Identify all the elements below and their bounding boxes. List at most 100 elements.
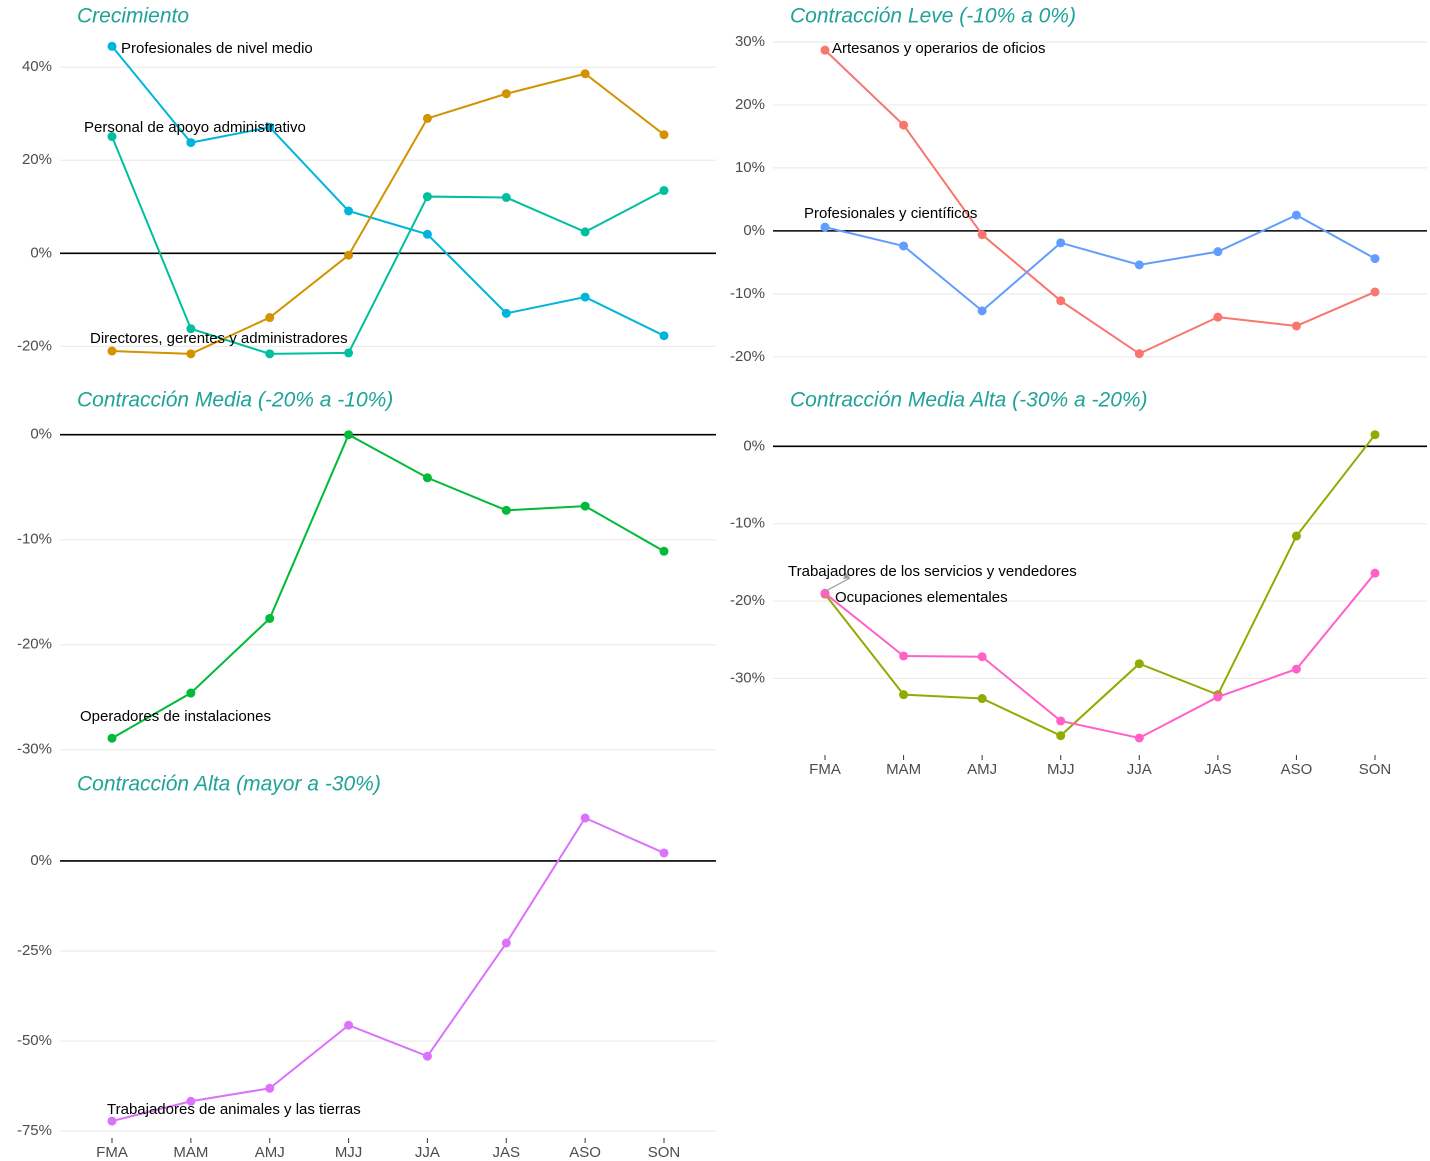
series-label: Ocupaciones elementales — [835, 589, 1008, 606]
x-tick-label: MAM — [886, 761, 921, 778]
series-line — [824, 434, 1376, 737]
chart-title: Crecimiento — [77, 5, 189, 28]
data-point — [1291, 664, 1301, 674]
y-tick-label: 0% — [743, 437, 765, 454]
data-point — [1370, 254, 1380, 264]
data-point — [422, 473, 432, 483]
y-tick-label: -25% — [17, 942, 52, 959]
data-point — [422, 192, 432, 202]
data-point — [659, 546, 669, 556]
data-point — [580, 501, 590, 511]
data-point — [899, 690, 909, 700]
data-point — [344, 1020, 354, 1030]
x-tick-label: JAS — [493, 1144, 521, 1161]
series-line — [111, 72, 665, 355]
x-tick-label: MJJ — [1047, 761, 1075, 778]
y-tick-label: 0% — [30, 244, 52, 261]
x-tick-label: ASO — [569, 1144, 601, 1161]
y-tick-label: -10% — [17, 531, 52, 548]
data-point — [265, 349, 275, 359]
data-point — [659, 331, 669, 341]
x-tick-label: JJA — [1127, 761, 1152, 778]
data-point — [265, 313, 275, 323]
y-tick-label: 40% — [22, 58, 52, 75]
label-arrow — [823, 577, 851, 593]
data-point — [107, 1116, 117, 1126]
data-point — [977, 230, 987, 240]
data-point — [501, 193, 511, 202]
x-tick-label: FMA — [96, 1144, 128, 1161]
data-point — [1370, 430, 1380, 440]
y-tick-label: 20% — [22, 151, 52, 168]
data-point — [265, 122, 275, 132]
data-point — [1056, 716, 1066, 726]
series-label: Trabajadores de los servicios y vendedor… — [788, 563, 1077, 580]
x-tick-label: JAS — [1204, 761, 1232, 778]
data-point — [977, 694, 987, 704]
data-point — [820, 588, 830, 598]
chart-title: Contracción Alta (mayor a -30%) — [77, 773, 381, 796]
data-point — [1291, 210, 1301, 220]
data-point — [344, 430, 354, 440]
data-point — [820, 222, 830, 232]
y-tick-label: 0% — [743, 222, 765, 239]
chart-title: Contracción Media Alta (-30% a -20%) — [790, 389, 1148, 412]
data-point — [899, 241, 909, 251]
data-point — [1291, 531, 1301, 541]
y-tick-label: -10% — [730, 285, 765, 302]
data-point — [580, 292, 590, 302]
data-point — [422, 1051, 432, 1061]
data-point — [580, 69, 590, 79]
data-point — [501, 938, 511, 948]
y-tick-label: 30% — [735, 33, 765, 50]
data-point — [1213, 312, 1223, 322]
y-tick-label: -20% — [730, 592, 765, 609]
data-point — [1134, 349, 1144, 359]
data-point — [1056, 731, 1066, 741]
series-line — [111, 45, 665, 337]
y-tick-label: -10% — [730, 515, 765, 532]
y-tick-label: -50% — [17, 1032, 52, 1049]
data-point — [186, 349, 196, 359]
data-point — [107, 346, 117, 356]
data-point — [501, 308, 511, 318]
data-point — [107, 41, 117, 51]
x-tick-label: AMJ — [255, 1144, 285, 1161]
series-line — [824, 572, 1376, 740]
data-point — [977, 652, 987, 662]
data-point — [1134, 733, 1144, 743]
data-point — [1134, 260, 1144, 270]
data-point — [899, 120, 909, 130]
data-point — [1291, 321, 1301, 331]
x-tick-label: MAM — [173, 1144, 208, 1161]
x-tick-label: SON — [1359, 761, 1392, 778]
series-label: Trabajadores de animales y las tierras — [107, 1101, 361, 1118]
label-arrowhead — [843, 573, 850, 579]
series-line — [824, 49, 1376, 355]
data-point — [1134, 659, 1144, 669]
x-tick-label: MJJ — [335, 1144, 363, 1161]
data-point — [1370, 287, 1380, 297]
x-tick-label: SON — [648, 1144, 681, 1161]
y-tick-label: 10% — [735, 159, 765, 176]
chart-title: Contracción Media (-20% a -10%) — [77, 389, 393, 412]
data-point — [186, 688, 196, 698]
data-point — [265, 1083, 275, 1093]
data-point — [107, 733, 117, 743]
chart-title: Contracción Leve (-10% a 0%) — [790, 5, 1076, 28]
series-line — [111, 816, 665, 1123]
series-label: Operadores de instalaciones — [80, 708, 271, 725]
data-point — [186, 138, 196, 148]
series-label: Profesionales de nivel medio — [121, 40, 313, 57]
data-point — [344, 206, 354, 216]
y-tick-label: -30% — [17, 741, 52, 758]
data-point — [580, 227, 590, 237]
y-tick-label: 0% — [30, 852, 52, 869]
series-line — [111, 433, 665, 740]
y-tick-label: 20% — [735, 96, 765, 113]
data-point — [344, 348, 354, 358]
data-point — [422, 229, 432, 239]
x-tick-label: JJA — [415, 1144, 440, 1161]
